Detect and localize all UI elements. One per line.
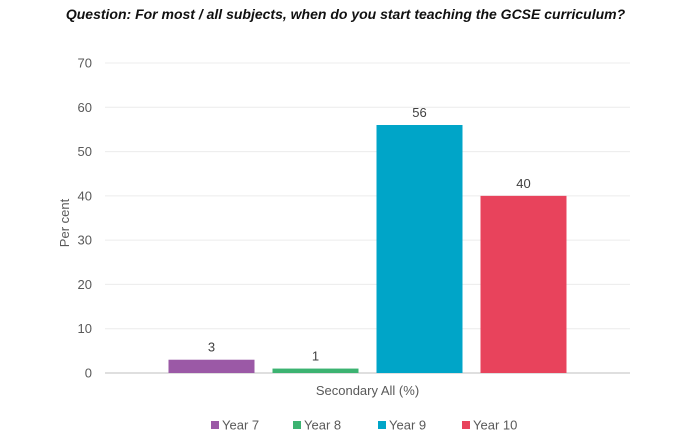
data-label-year-9: 56 <box>412 105 426 120</box>
data-label-year-8: 1 <box>312 349 319 364</box>
bars <box>168 125 567 373</box>
legend-swatch-year-10 <box>462 421 470 429</box>
y-axis-ticks: 0 10 20 30 40 50 60 70 <box>78 56 92 381</box>
y-tick-label-70: 70 <box>78 56 92 71</box>
bar-year-7 <box>168 359 255 373</box>
bar-year-9 <box>376 125 463 373</box>
legend-label-year-8: Year 8 <box>304 418 341 433</box>
legend-swatch-year-9 <box>378 421 386 429</box>
legend-swatch-year-7 <box>211 421 219 429</box>
y-tick-label-50: 50 <box>78 144 92 159</box>
bar-year-8 <box>272 368 359 373</box>
legend-swatch-year-8 <box>293 421 301 429</box>
bar-year-10 <box>480 195 567 373</box>
data-labels: 3 1 56 40 <box>208 105 531 364</box>
y-tick-label-30: 30 <box>78 233 92 248</box>
y-tick-label-20: 20 <box>78 277 92 292</box>
data-label-year-10: 40 <box>516 176 530 191</box>
y-tick-label-60: 60 <box>78 100 92 115</box>
legend: Year 7 Year 8 Year 9 Year 10 <box>211 418 517 433</box>
data-label-year-7: 3 <box>208 340 215 355</box>
legend-label-year-9: Year 9 <box>389 418 426 433</box>
legend-label-year-7: Year 7 <box>222 418 259 433</box>
legend-label-year-10: Year 10 <box>473 418 517 433</box>
y-axis-label: Per cent <box>57 198 72 247</box>
y-tick-label-40: 40 <box>78 188 92 203</box>
y-tick-label-10: 10 <box>78 321 92 336</box>
x-axis-label: Secondary All (%) <box>316 383 419 398</box>
chart-title: Question: For most / all subjects, when … <box>65 6 626 22</box>
y-tick-label-0: 0 <box>85 366 92 381</box>
